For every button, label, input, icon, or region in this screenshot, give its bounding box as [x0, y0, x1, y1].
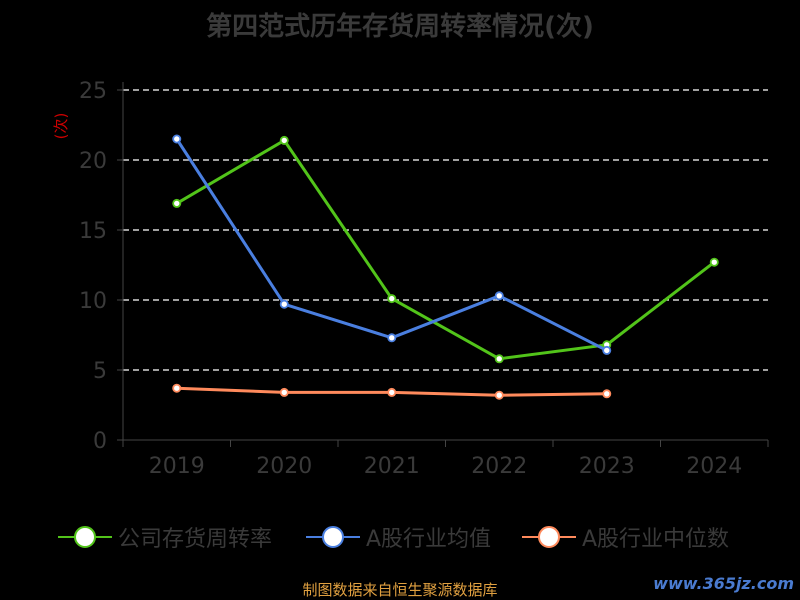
series-line: [175, 138, 608, 352]
data-point: [387, 333, 397, 343]
tick-labels: 0 5 10 15 20 25 2019 2020 2021 2022 2023 2024: [79, 79, 742, 479]
grid-lines: [123, 89, 768, 371]
y-tick-label: 25: [79, 79, 107, 104]
data-point: [279, 135, 289, 145]
series-lines: [172, 134, 719, 400]
data-point: [279, 387, 289, 397]
x-tick-label: 2022: [471, 454, 527, 479]
y-tick-label: 5: [93, 359, 107, 384]
x-tick-label: 2020: [256, 454, 312, 479]
y-axis-label: (次): [52, 113, 70, 140]
x-tick-label: 2024: [686, 454, 742, 479]
axes: [117, 82, 769, 447]
series-2: [172, 383, 612, 400]
data-point: [387, 294, 397, 304]
watermark: www.365jz.com: [653, 574, 794, 593]
data-point: [494, 291, 504, 301]
data-point: [709, 257, 719, 267]
data-point: [602, 389, 612, 399]
data-point: [387, 387, 397, 397]
data-point: [172, 383, 182, 393]
x-tick-label: 2023: [579, 454, 635, 479]
series-line: [175, 138, 716, 361]
data-point: [494, 354, 504, 364]
series-0: [172, 135, 719, 364]
legend-swatch: [520, 520, 578, 554]
legend-item-company[interactable]: 公司存货周转率: [56, 520, 272, 554]
legend: 公司存货周转率 A股行业均值 A股行业中位数: [0, 520, 800, 554]
source-note: 制图数据来自恒生聚源数据库: [302, 581, 498, 599]
data-point: [172, 198, 182, 208]
legend-swatch: [304, 520, 362, 554]
legend-swatch: [56, 520, 114, 554]
legend-label: 公司存货周转率: [118, 527, 273, 552]
series-1: [172, 134, 612, 355]
y-tick-label: 15: [79, 219, 107, 244]
chart-title: 第四范式历年存货周转率情况(次): [206, 12, 594, 42]
y-tick-label: 20: [79, 149, 107, 174]
data-point: [172, 134, 182, 144]
legend-label: A股行业中位数: [582, 527, 730, 552]
y-tick-label: 10: [79, 289, 107, 314]
data-point: [602, 345, 612, 355]
y-tick-label: 0: [93, 429, 107, 454]
data-point: [279, 299, 289, 309]
data-point: [494, 390, 504, 400]
x-tick-label: 2019: [149, 454, 205, 479]
legend-label: A股行业均值: [366, 527, 492, 552]
legend-item-industry-median[interactable]: A股行业中位数: [520, 520, 729, 554]
x-tick-label: 2021: [364, 454, 420, 479]
legend-item-industry-mean[interactable]: A股行业均值: [304, 520, 491, 554]
